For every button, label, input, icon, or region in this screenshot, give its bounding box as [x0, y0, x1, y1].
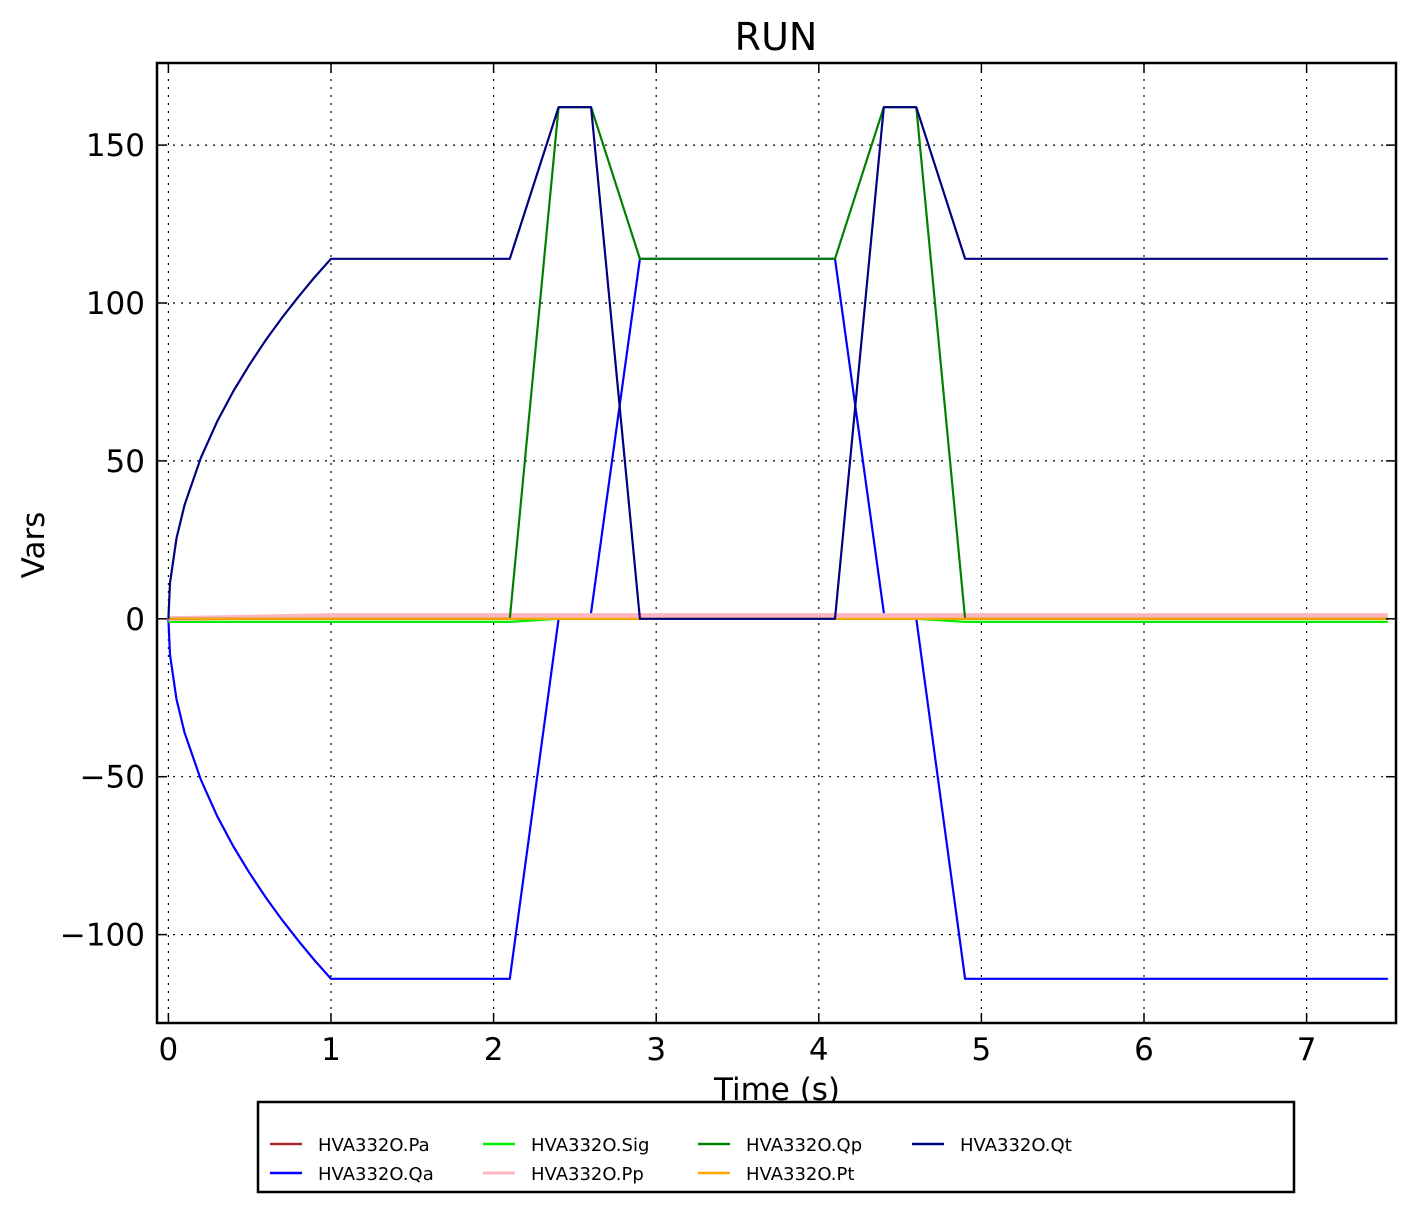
x-tick-label: 5 [972, 1032, 992, 1068]
y-tick-label: 150 [86, 128, 145, 164]
y-tick-label: 100 [86, 286, 145, 322]
series-line-hva332o-qp [168, 106, 1388, 620]
chart-title: RUN [735, 15, 818, 59]
y-tick-label: 50 [106, 444, 145, 480]
x-tick-label: 2 [484, 1032, 504, 1068]
legend-label: HVA332O.Pa [318, 1135, 430, 1156]
legend: HVA332O.Pa HVA332O.Qa HVA332O.Sig HVA332O.P… [256, 1100, 1296, 1194]
y-tick-label: 0 [125, 602, 145, 638]
y-tick-label: −100 [60, 918, 145, 954]
plot-frame [155, 61, 1398, 1025]
x-tick-label: 3 [646, 1032, 666, 1068]
x-tick-label: 6 [1134, 1032, 1154, 1068]
grid-lines [157, 63, 1396, 1023]
legend-label: HVA332O.Qp [746, 1135, 862, 1156]
legend-frame [256, 1100, 1296, 1194]
legend-label: HVA332O.Sig [531, 1135, 649, 1156]
x-tick-label: 7 [1297, 1032, 1317, 1068]
legend-label: HVA332O.Qa [318, 1164, 434, 1185]
legend-label: HVA332O.Pt [746, 1164, 854, 1185]
x-tick-label: 0 [159, 1032, 179, 1068]
x-tick-label: 1 [321, 1032, 341, 1068]
y-axis-title: Vars [16, 512, 52, 579]
series-line-hva332o-qt [167, 106, 1388, 620]
y-tick-label: −50 [80, 760, 145, 796]
x-tick-label: 4 [809, 1032, 829, 1068]
series-lines [167, 106, 1388, 980]
legend-label: HVA332O.Pp [531, 1164, 644, 1185]
legend-label: HVA332O.Qt [960, 1135, 1072, 1156]
axis-ticks: 0 1 2 3 4 5 6 7 −100 −50 0 50 100 150 [60, 63, 1396, 1068]
